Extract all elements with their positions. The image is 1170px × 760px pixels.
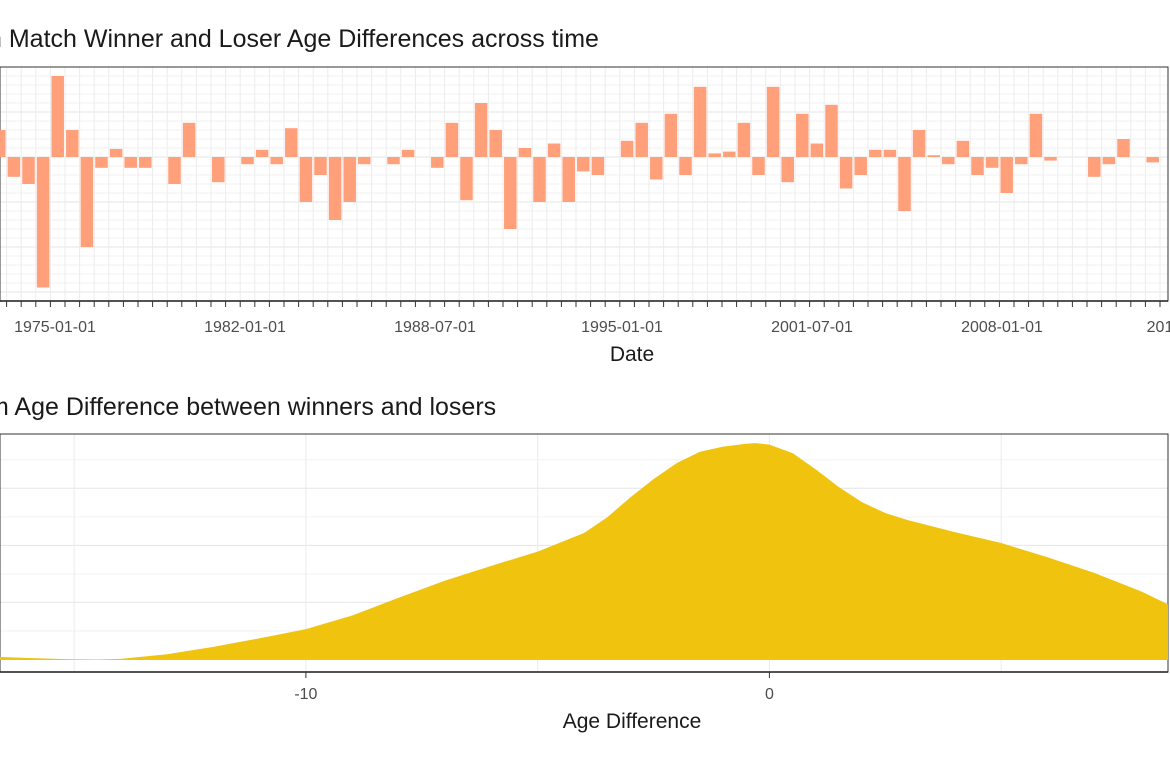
top-bar <box>912 130 926 157</box>
top-bar <box>0 130 6 157</box>
top-bar <box>255 149 269 157</box>
top-bar <box>810 143 824 157</box>
top-bar <box>1015 157 1028 165</box>
top-bar <box>591 157 605 175</box>
top-bar <box>562 157 575 202</box>
top-x-tick-label: 1982-01-01 <box>204 319 286 336</box>
top-bar <box>825 104 838 157</box>
top-bar <box>1088 157 1101 177</box>
top-bar <box>708 153 721 157</box>
top-bar <box>66 130 79 157</box>
top-chart: n Match Winner and Loser Age Differences… <box>0 25 1170 366</box>
top-chart-grid <box>0 66 1168 302</box>
top-bar <box>620 140 634 157</box>
top-bar <box>766 86 780 157</box>
top-x-tick-label: 1995-01-01 <box>581 319 663 336</box>
top-bar <box>7 157 21 177</box>
top-bar <box>168 157 181 184</box>
top-bar <box>314 157 327 175</box>
top-bar <box>985 157 999 168</box>
top-bar <box>518 148 532 157</box>
top-bar <box>299 157 313 202</box>
top-bar <box>737 122 751 157</box>
top-bar <box>80 157 94 247</box>
top-x-tick-label: 2001-07-01 <box>771 319 853 336</box>
top-bar <box>854 157 867 175</box>
bottom-x-tick-label: 0 <box>765 686 774 703</box>
bottom-chart: m Age Difference between winners and los… <box>0 393 1169 733</box>
top-bar <box>270 157 283 165</box>
top-bar <box>343 157 356 202</box>
top-bar <box>285 128 298 157</box>
top-bar <box>95 157 108 168</box>
top-bar <box>898 157 911 211</box>
top-chart-bars <box>0 76 1159 288</box>
top-bar <box>504 157 517 229</box>
top-bar <box>212 157 225 183</box>
top-bar <box>241 157 254 165</box>
bottom-chart-x-tick-labels: -10 0 <box>294 686 774 703</box>
top-bar <box>139 157 152 168</box>
top-x-tick-label: 2008-01-01 <box>961 319 1043 336</box>
top-bar <box>693 86 707 157</box>
top-bar <box>577 157 590 172</box>
top-bar <box>927 155 940 157</box>
top-bar <box>1102 157 1116 165</box>
top-bar <box>796 113 809 157</box>
top-bar <box>445 122 459 157</box>
top-bar <box>1000 157 1013 193</box>
top-bar <box>51 76 64 157</box>
top-bar <box>109 148 123 157</box>
top-bar <box>401 149 415 157</box>
top-bar <box>1029 113 1043 157</box>
top-bar <box>869 149 882 157</box>
top-bar <box>839 157 853 189</box>
top-bar <box>182 122 196 157</box>
top-bar <box>650 157 663 180</box>
top-bar <box>328 157 342 220</box>
top-bar <box>431 157 444 168</box>
top-bar <box>635 122 648 157</box>
top-x-tick-label: 201 <box>1147 319 1170 336</box>
top-bar <box>971 157 984 175</box>
top-bar <box>547 143 561 157</box>
top-chart-x-axis <box>0 300 1168 307</box>
top-bar <box>664 113 678 157</box>
top-bar <box>752 157 765 175</box>
bottom-x-tick-label: -10 <box>294 686 317 703</box>
top-bar <box>387 157 400 165</box>
top-bar <box>679 157 692 175</box>
bottom-chart-title: m Age Difference between winners and los… <box>0 393 496 421</box>
top-bar <box>533 157 546 202</box>
top-bar <box>460 157 473 201</box>
top-chart-x-tick-labels: 1975-01-01 1982-01-01 1988-07-01 1995-01-01… <box>14 319 1170 336</box>
top-bar <box>474 103 488 157</box>
top-x-tick-label: 1988-07-01 <box>394 319 476 336</box>
top-x-tick-label: 1975-01-01 <box>14 319 96 336</box>
top-bar <box>489 130 502 157</box>
top-bar <box>883 149 897 157</box>
top-chart-title: n Match Winner and Loser Age Differences… <box>0 25 599 53</box>
top-bar <box>22 157 35 184</box>
top-bar <box>358 157 371 165</box>
top-bar <box>956 140 970 157</box>
top-bar <box>1117 139 1130 157</box>
top-bar <box>781 157 794 183</box>
bottom-chart-x-ticks <box>305 672 770 678</box>
top-chart-x-axis-title: Date <box>610 343 654 366</box>
top-bar <box>1044 157 1057 161</box>
top-bar <box>723 151 736 157</box>
top-bar <box>36 157 50 288</box>
bottom-chart-density-area <box>0 443 1168 660</box>
top-bar <box>124 157 137 168</box>
top-bar <box>1146 157 1159 163</box>
top-bar <box>942 157 955 165</box>
bottom-chart-x-axis-title: Age Difference <box>563 710 702 733</box>
